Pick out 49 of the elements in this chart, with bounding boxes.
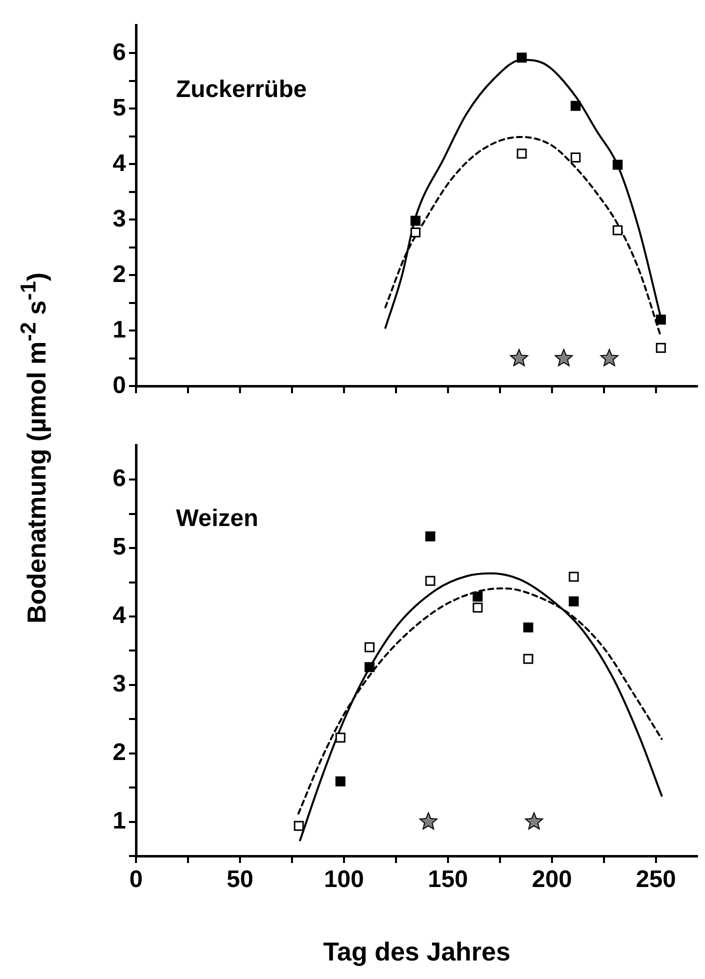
y-tick-label: 6 xyxy=(112,38,126,66)
point xyxy=(523,622,534,632)
point xyxy=(554,348,573,366)
point xyxy=(570,152,581,162)
point xyxy=(612,225,623,236)
point xyxy=(410,216,420,226)
point xyxy=(656,314,666,325)
x-tick-label: 200 xyxy=(532,866,572,894)
point xyxy=(523,654,534,664)
point xyxy=(524,812,544,830)
point xyxy=(568,572,579,582)
y-tick-label: 0 xyxy=(112,372,126,399)
y-tick-label: 2 xyxy=(112,738,126,766)
point xyxy=(568,596,579,606)
y-tick-label: 1 xyxy=(112,316,126,344)
point xyxy=(364,662,375,672)
point xyxy=(612,160,623,170)
text: Zuckerrübe xyxy=(176,76,307,103)
point xyxy=(335,732,346,743)
point xyxy=(419,812,438,830)
y-tick-label: 4 xyxy=(112,150,127,177)
y-tick-label: 5 xyxy=(112,534,126,561)
point xyxy=(294,820,304,831)
point xyxy=(472,592,483,602)
point xyxy=(516,52,527,63)
x-axis-title: Tag des Jahres xyxy=(323,936,510,967)
point xyxy=(425,576,436,586)
y-tick-label: 5 xyxy=(112,94,126,122)
point xyxy=(600,348,618,366)
y-tick-label: 4 xyxy=(112,602,127,630)
point xyxy=(410,227,420,238)
y-tick-label: 2 xyxy=(112,260,126,288)
x-tick-label: 250 xyxy=(636,866,676,894)
point xyxy=(570,100,581,111)
point xyxy=(472,602,483,613)
y-tick-label: 3 xyxy=(112,205,126,232)
point xyxy=(510,348,528,366)
x-tick-label: 150 xyxy=(428,866,468,894)
point xyxy=(335,776,346,786)
y-tick-label: 3 xyxy=(112,670,126,698)
x-tick-label: 100 xyxy=(324,866,364,894)
point xyxy=(364,642,375,652)
point xyxy=(516,148,527,159)
y-tick-label: 1 xyxy=(112,807,126,834)
text: Weizen xyxy=(176,504,258,532)
x-tick-label: 50 xyxy=(226,866,254,894)
y-tick-label: 6 xyxy=(112,465,126,492)
point xyxy=(425,531,436,542)
point xyxy=(656,342,666,353)
